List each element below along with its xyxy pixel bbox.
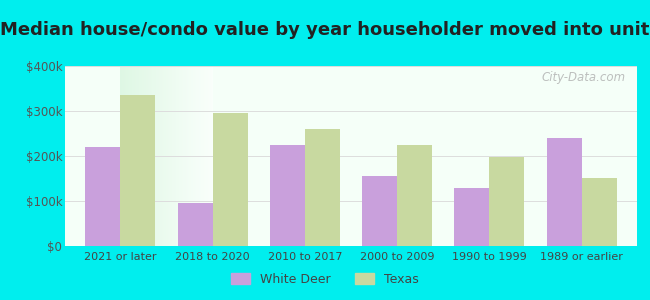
Text: Median house/condo value by year householder moved into unit: Median house/condo value by year househo… [0, 21, 650, 39]
Bar [177, 203, 213, 246]
Bar [362, 176, 397, 246]
Bar [397, 145, 432, 246]
Bar [547, 138, 582, 246]
Bar [582, 178, 617, 246]
Bar [213, 113, 248, 246]
Bar [120, 95, 155, 246]
Legend: White Deer, Texas: White Deer, Texas [226, 268, 424, 291]
Bar [489, 157, 525, 246]
Bar [454, 188, 489, 246]
Bar [85, 147, 120, 246]
Bar [270, 145, 305, 246]
Bar [305, 129, 340, 246]
Text: City-Data.com: City-Data.com [541, 71, 625, 84]
